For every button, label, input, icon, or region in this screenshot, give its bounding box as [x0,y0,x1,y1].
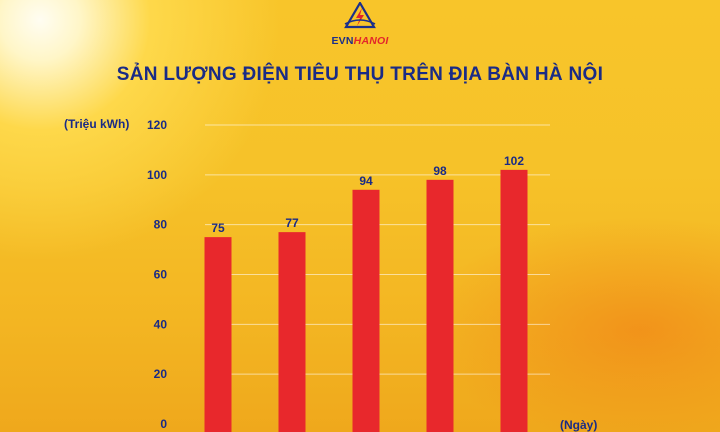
y-tick-labels: 0 20 40 60 80 100 120 [147,118,167,431]
y-tick-label: 20 [154,367,168,381]
bar [278,232,306,432]
data-label: 94 [359,174,373,188]
bar [352,189,380,432]
y-tick-label: 0 [160,417,167,431]
bar [500,169,528,432]
data-label: 102 [504,154,524,168]
y-tick-label: 60 [154,268,168,282]
bars [204,169,528,432]
data-label: 98 [433,164,447,178]
logo: EVNHANOI [0,0,720,52]
y-tick-label: 100 [147,168,167,182]
data-label: 77 [285,216,299,230]
data-labels: 75 77 94 98 102 [211,154,524,235]
y-tick-label: 120 [147,118,167,132]
x-axis-label: (Ngày) [560,418,598,432]
bar [204,237,232,432]
chart-title: SẢN LƯỢNG ĐIỆN TIÊU THỤ TRÊN ĐỊA BÀN HÀ … [116,64,604,85]
evn-logo-icon [344,2,376,29]
y-axis-label: (Triệu kWh) [64,117,130,131]
bar [426,179,454,432]
y-tick-label: 80 [154,218,168,232]
data-label: 75 [211,221,225,235]
y-tick-label: 40 [154,317,168,331]
logo-wordmark: EVNHANOI [331,35,389,47]
